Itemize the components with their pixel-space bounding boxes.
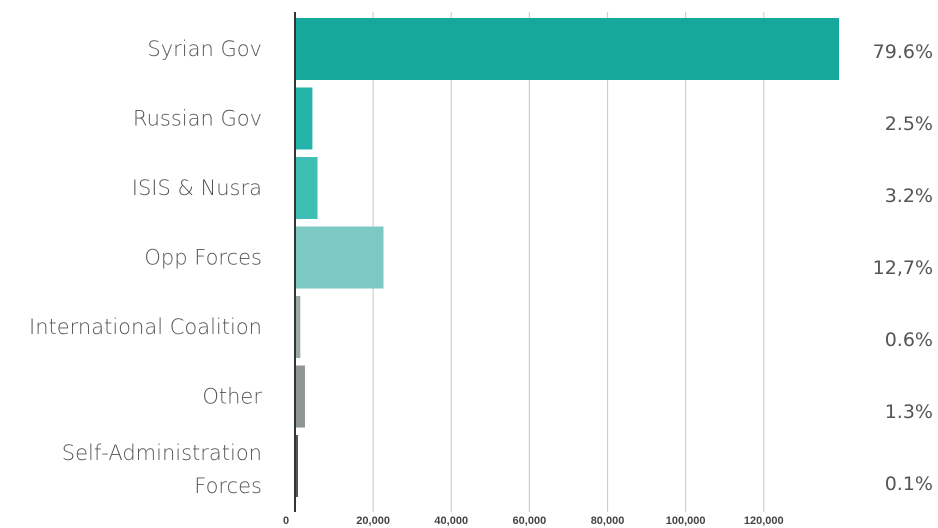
category-label: ISIS & Nusra: [132, 176, 262, 200]
bar: [296, 226, 384, 289]
x-axis-tick-labels: 0 20,000 40,000 60,000 80,000 100,000 120,000: [283, 515, 784, 527]
x-tick-label: 0: [283, 515, 289, 527]
percent-label: 0.1%: [885, 473, 933, 495]
category-label: Self-Administration Forces: [62, 441, 262, 498]
percent-label: 0.6%: [885, 329, 933, 351]
bars: [296, 18, 839, 497]
x-tick-label: 120,000: [744, 515, 784, 527]
bar: [296, 18, 839, 80]
percent-labels: 79.6% 2.5% 3.2% 12,7% 0.6% 1.3% 0.1%: [873, 41, 933, 495]
x-tick-label: 60,000: [513, 515, 547, 527]
percent-label: 3.2%: [885, 185, 933, 207]
grid-lines: [372, 12, 765, 512]
x-tick-label: 20,000: [356, 515, 390, 527]
bar: [296, 296, 301, 358]
x-tick-label: 80,000: [591, 515, 625, 527]
bar: [296, 365, 305, 428]
x-tick-label: 100,000: [666, 515, 706, 527]
category-label: Other: [202, 385, 262, 409]
bar: [296, 435, 298, 497]
bar: [296, 87, 313, 150]
category-label: Russian Gov: [133, 107, 262, 131]
percent-label: 2.5%: [885, 113, 933, 135]
category-labels: Syrian Gov Russian Gov ISIS & Nusra Opp For…: [29, 37, 262, 498]
x-tick-label: 40,000: [434, 515, 468, 527]
category-label: International Coalition: [29, 315, 262, 339]
percent-label: 12,7%: [873, 257, 933, 279]
category-label: Syrian Gov: [147, 37, 262, 61]
bar: [296, 157, 318, 219]
percent-label: 1.3%: [885, 401, 933, 423]
percent-label: 79.6%: [873, 41, 933, 63]
category-label: Opp Forces: [144, 246, 262, 270]
